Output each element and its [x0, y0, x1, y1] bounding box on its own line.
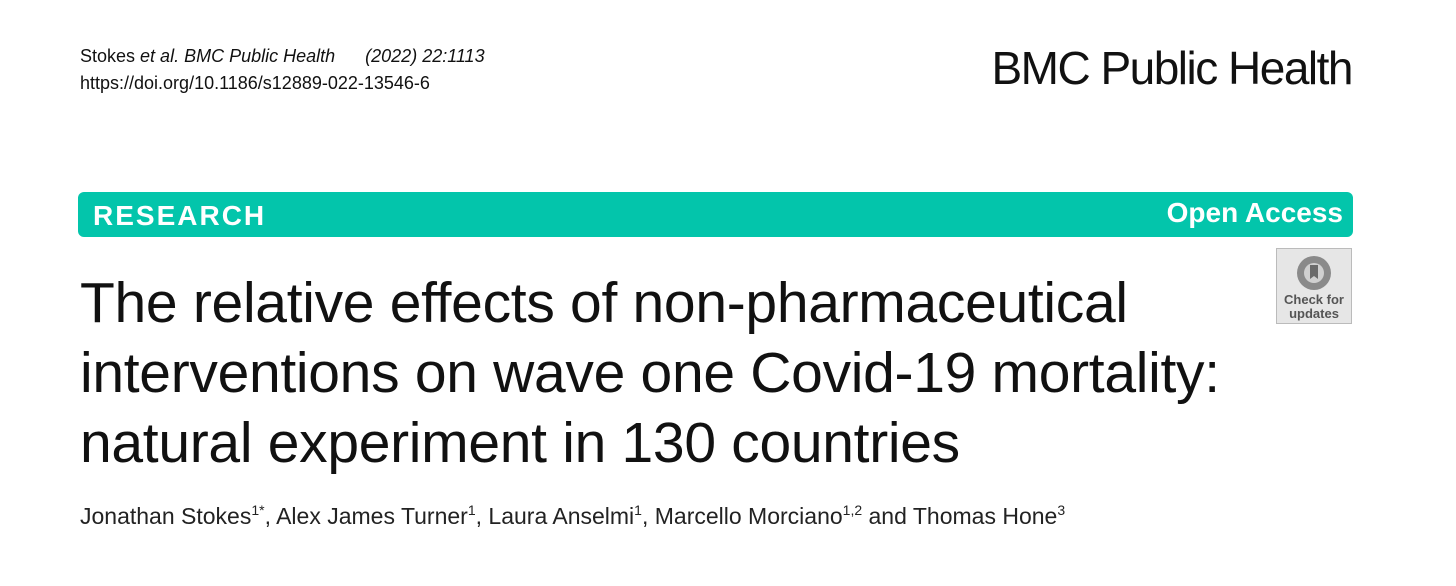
badge-icon [1297, 256, 1331, 290]
author-name: Marcello Morciano [654, 503, 843, 529]
author-separator: , [641, 503, 655, 529]
citation-issue: (2022) 22:1113 [365, 46, 485, 66]
author-name: Jonathan Stokes [80, 503, 252, 529]
citation-journal: et al. BMC Public Health [140, 46, 336, 66]
author-affiliation: 1,2 [842, 502, 863, 518]
badge-text: updates [1289, 306, 1339, 321]
check-for-updates-badge[interactable]: Check for updates [1276, 248, 1352, 324]
author-affiliation: 1 [467, 502, 476, 518]
article-type-banner: RESEARCH Open Access [78, 192, 1353, 237]
author-name: Thomas Hone [912, 503, 1058, 529]
title-line: natural experiment in 130 countries [80, 411, 960, 475]
open-access: Open Access [1166, 197, 1343, 228]
author-separator: , [264, 503, 277, 529]
title-line: interventions on wave one Covid-19 morta… [80, 341, 1220, 405]
citation-author: Stokes [80, 46, 136, 66]
author-affiliation: 1 [634, 502, 642, 518]
article-type: RESEARCH [93, 200, 267, 231]
author-separator: and [862, 503, 913, 529]
doi[interactable]: https://doi.org/10.1186/s12889-022-13546… [80, 73, 430, 93]
author-affiliation: 1* [251, 502, 265, 518]
author-name: Laura Anselmi [488, 503, 635, 529]
badge-text: Check for [1284, 292, 1344, 307]
journal-name: BMC Public Health [991, 42, 1353, 94]
title-line: The relative effects of non-pharmaceutic… [80, 271, 1128, 335]
citation: Stokes et al. BMC Public Health (2022) 2… [80, 44, 485, 68]
author-separator: , [475, 503, 489, 529]
author-name: Alex James Turner [276, 503, 468, 529]
author-affiliation: 3 [1057, 502, 1066, 518]
author-list: Jonathan Stokes1*, Alex James Turner1, L… [80, 500, 1065, 532]
